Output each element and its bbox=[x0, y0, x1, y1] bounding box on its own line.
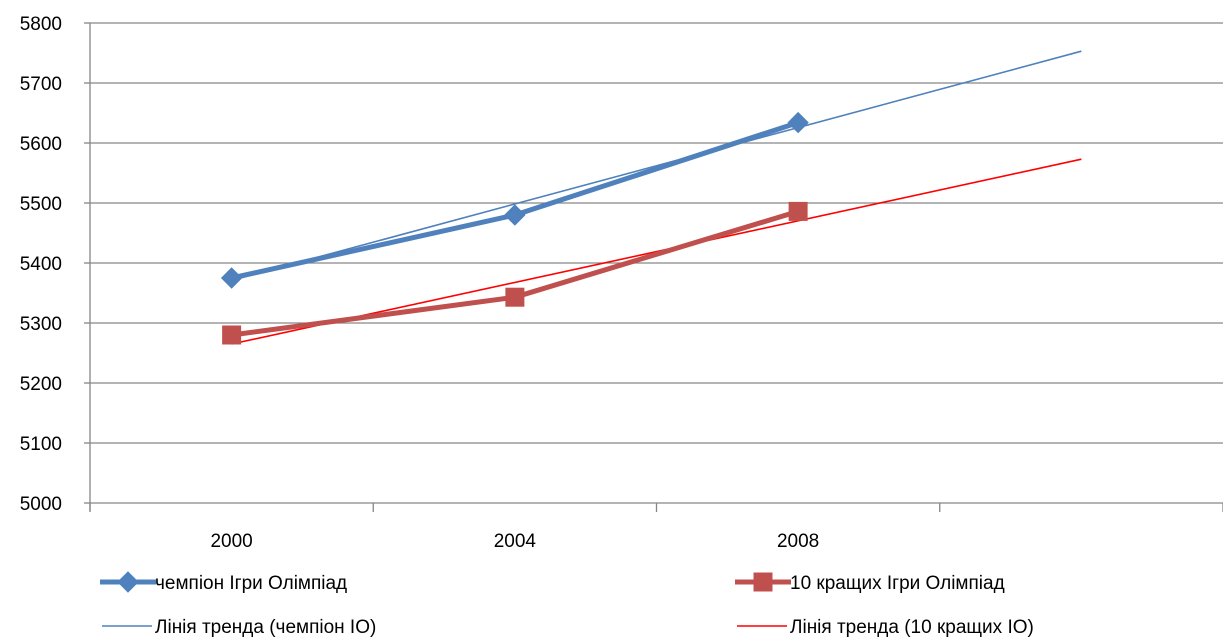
trendline-1 bbox=[231, 50, 1082, 282]
x-tick-label: 2008 bbox=[777, 531, 819, 552]
diamond-marker bbox=[504, 204, 526, 226]
legend-item-3: Лінія тренда (чемпіон ІО) bbox=[102, 617, 376, 638]
x-tick-label: 2000 bbox=[210, 531, 252, 552]
legend-item-1: чемпіон Ігри Олімпіад bbox=[100, 571, 347, 594]
axes: 5000 5100 5200 5300 5400 5500 5600 5700 5800 2000… bbox=[20, 14, 1223, 552]
legend: чемпіон Ігри Олімпіад 10 кращих Ігри Олім… bbox=[100, 571, 1034, 638]
legend-label: Лінія тренда (10 кращих ІО) bbox=[790, 617, 1034, 638]
y-tick-label: 5600 bbox=[20, 134, 62, 155]
y-tick-label: 5500 bbox=[20, 194, 62, 215]
y-tick-label: 5200 bbox=[20, 374, 62, 395]
square-marker bbox=[753, 572, 773, 592]
y-tick-label: 5400 bbox=[20, 254, 62, 275]
y-tick-label: 5100 bbox=[20, 434, 62, 455]
legend-label: Лінія тренда (чемпіон ІО) bbox=[155, 617, 376, 638]
square-marker bbox=[505, 287, 525, 307]
diamond-marker bbox=[117, 571, 139, 593]
x-tick-label: 2004 bbox=[494, 531, 537, 552]
y-tick-label: 5000 bbox=[20, 494, 62, 515]
legend-item-4: Лінія тренда (10 кращих ІО) bbox=[737, 617, 1034, 638]
plot-series bbox=[220, 50, 1082, 345]
legend-item-2: 10 кращих Ігри Олімпіад bbox=[735, 572, 1005, 594]
square-marker bbox=[222, 325, 242, 345]
gridlines bbox=[90, 22, 1223, 444]
y-tick-label: 5300 bbox=[20, 314, 62, 335]
diamond-marker bbox=[220, 267, 243, 289]
series-line-1 bbox=[229, 120, 801, 281]
trendline-2 bbox=[231, 158, 1082, 345]
legend-label: 10 кращих Ігри Олімпіад bbox=[790, 573, 1005, 594]
y-tick-label: 5700 bbox=[20, 74, 62, 95]
diamond-marker bbox=[787, 111, 809, 134]
square-marker bbox=[788, 201, 808, 221]
y-tick-label: 5800 bbox=[20, 14, 62, 35]
series-line-2 bbox=[229, 208, 801, 338]
legend-label: чемпіон Ігри Олімпіад bbox=[155, 573, 347, 594]
